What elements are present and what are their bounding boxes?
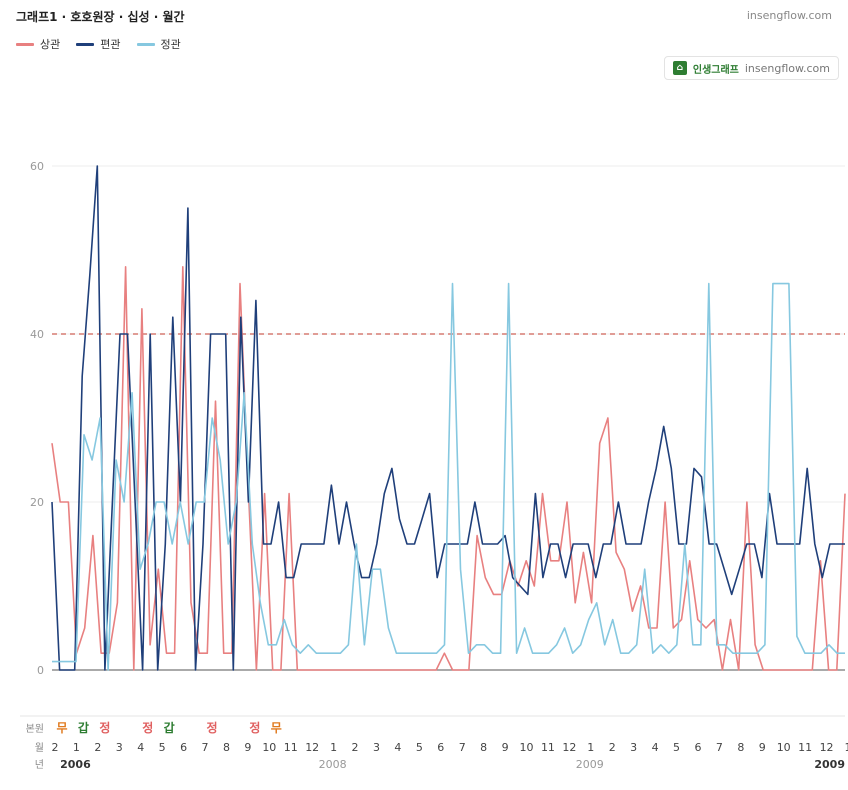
cheongan-mark: 정	[99, 720, 110, 735]
cheongan-mark: 정	[207, 720, 218, 735]
x-year-label: 2009	[576, 758, 604, 771]
series-line	[51, 265, 846, 671]
x-month-label: 2	[352, 741, 359, 754]
y-tick-label: 0	[37, 664, 44, 677]
x-month-label: 7	[202, 741, 209, 754]
axis-row-title: 년	[35, 759, 44, 771]
cheongan-mark: 정	[142, 720, 153, 735]
chart-title: 그래프1 · 호호원장 · 십성 · 월간	[16, 10, 185, 24]
x-month-label: 6	[180, 741, 187, 754]
brand-logo-icon: ⌂	[672, 61, 687, 75]
axis-row-title: 월	[35, 742, 44, 754]
x-month-label: 4	[652, 741, 659, 754]
legend-item-pyeongwan[interactable]: 편관	[76, 36, 121, 52]
cheongan-mark: 갑	[164, 721, 175, 735]
x-month-label: 2	[94, 741, 101, 754]
x-month-label: 1	[73, 741, 80, 754]
cheongan-mark: 정	[249, 720, 260, 735]
x-month-label: 8	[737, 741, 744, 754]
cheongan-mark: 무	[271, 721, 282, 735]
x-month-label: 9	[759, 741, 766, 754]
x-month-label: 12	[305, 741, 319, 754]
x-month-label: 3	[116, 741, 123, 754]
x-month-label: 3	[630, 741, 637, 754]
x-month-label: 12	[820, 741, 834, 754]
legend-item-sanggwan[interactable]: 상관	[16, 36, 60, 52]
site-link[interactable]: insengflow.com	[746, 9, 832, 22]
y-tick-label: 40	[30, 328, 44, 341]
x-month-label: 10	[520, 741, 534, 754]
x-month-label: 7	[716, 741, 723, 754]
x-year-label: 2006	[60, 758, 91, 771]
x-month-label: 8	[223, 741, 230, 754]
x-month-label: 3	[373, 741, 380, 754]
x-month-label: 1	[587, 741, 594, 754]
x-month-label: 6	[437, 741, 444, 754]
x-month-label: 2	[609, 741, 616, 754]
x-month-label: 4	[394, 741, 401, 754]
x-month-label: 8	[480, 741, 487, 754]
x-month-label: 1	[330, 741, 337, 754]
x-month-label: 5	[673, 741, 680, 754]
axis-row-title: 본원	[26, 723, 44, 735]
x-month-label: 12	[562, 741, 576, 754]
legend-label-pyeongwan: 편관	[100, 38, 121, 51]
x-month-label: 7	[459, 741, 466, 754]
brand-url: insengflow.com	[744, 61, 830, 75]
x-month-label: 10	[777, 741, 791, 754]
x-month-label: 5	[159, 741, 166, 754]
legend-label-sanggwan: 상관	[40, 38, 61, 51]
legend-swatch-pyeongwan	[76, 42, 95, 46]
x-month-label: 2	[52, 741, 59, 754]
x-month-label: 1	[845, 741, 848, 754]
legend: 상관 편관 정관	[16, 36, 181, 52]
x-month-label: 9	[244, 741, 251, 754]
x-month-label: 11	[541, 741, 555, 754]
x-month-label: 6	[694, 741, 701, 754]
y-tick-label: 20	[30, 496, 44, 509]
x-month-label: 4	[137, 741, 144, 754]
y-tick-label: 60	[30, 160, 44, 173]
x-month-label: 11	[284, 741, 298, 754]
legend-item-jeonggwan[interactable]: 정관	[136, 36, 181, 52]
x-month-label: 9	[502, 741, 509, 754]
legend-swatch-jeonggwan	[136, 42, 155, 46]
x-year-label: 2008	[319, 758, 347, 771]
legend-swatch-sanggwan	[16, 42, 34, 46]
cheongan-mark: 갑	[78, 721, 89, 735]
brand-name: 인생그래프	[692, 64, 739, 76]
brand-badge[interactable]: ⌂ 인생그래프 insengflow.com	[663, 56, 839, 80]
series-line	[51, 165, 845, 671]
legend-label-jeonggwan: 정관	[160, 38, 181, 51]
series-line	[52, 282, 845, 671]
x-month-label: 10	[262, 741, 276, 754]
x-month-label: 5	[416, 741, 423, 754]
x-year-label: 2009	[814, 758, 845, 771]
cheongan-mark: 무	[56, 721, 67, 735]
x-month-label: 11	[798, 741, 812, 754]
